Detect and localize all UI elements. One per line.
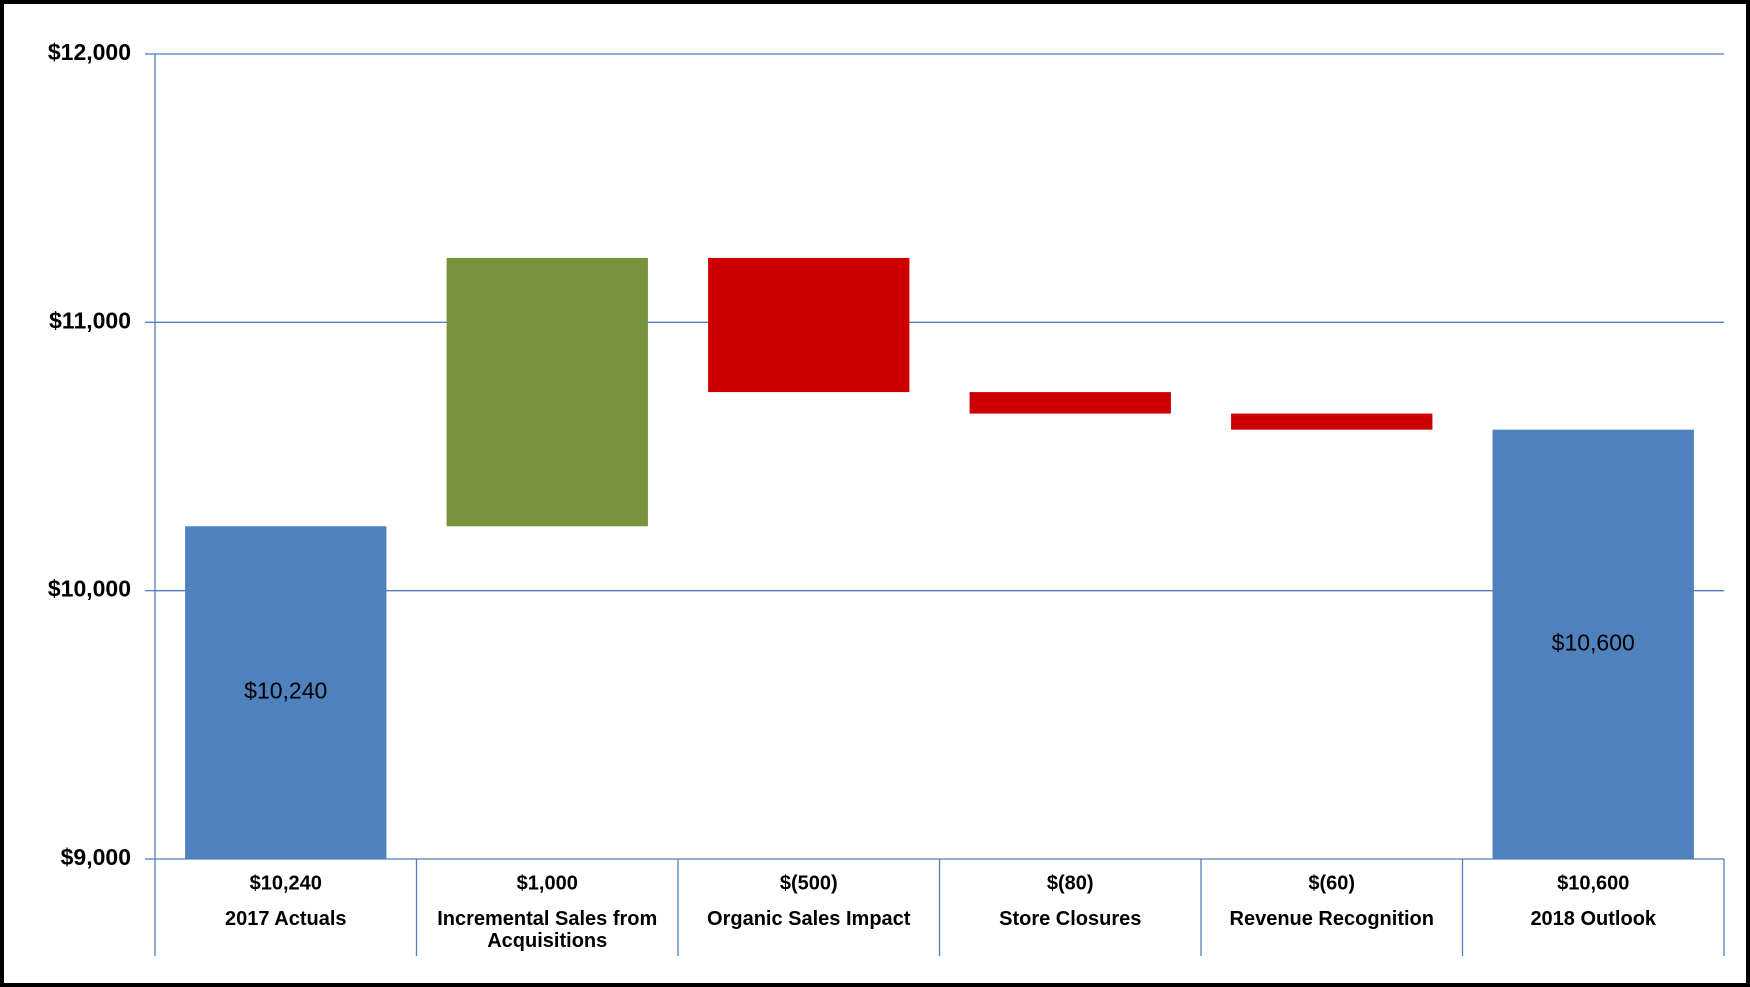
table-value: $1,000 [517,872,578,894]
y-tick-label: $12,000 [48,39,131,65]
x-tick-label: Store Closures [999,908,1142,930]
x-tick-label: Organic Sales Impact [707,908,911,930]
bar-label: $10,240 [244,678,327,704]
category-cell: Incremental Sales from Acquisitions [437,908,658,952]
category-cell: 2018 Outlook [1530,908,1657,930]
x-tick-label: 2018 Outlook [1530,908,1657,930]
table-value: $(60) [1308,872,1355,894]
bar [1492,429,1694,859]
category-cell: 2017 Actuals [224,908,347,930]
category-cell: Revenue Recognition [1229,908,1434,930]
x-tick-label: Revenue Recognition [1229,908,1434,930]
bar-label: $10,600 [1552,629,1635,655]
table-value: $10,240 [250,872,322,894]
bar [446,257,648,527]
x-tick-label: 2017 Actuals [224,908,347,930]
table-value: $10,600 [1557,872,1629,894]
y-tick-label: $9,000 [61,844,131,870]
bar [1231,413,1433,430]
x-tick-label: Incremental Sales from Acquisitions [437,908,658,952]
table-value: $(500) [780,872,838,894]
y-tick-label: $11,000 [49,307,131,333]
y-tick-label: $10,000 [48,576,131,602]
bar [969,392,1171,414]
table-value: $(80) [1047,872,1094,894]
category-cell: Organic Sales Impact [707,908,911,930]
category-cell: Store Closures [999,908,1142,930]
bar [708,257,910,393]
bar [185,526,387,859]
